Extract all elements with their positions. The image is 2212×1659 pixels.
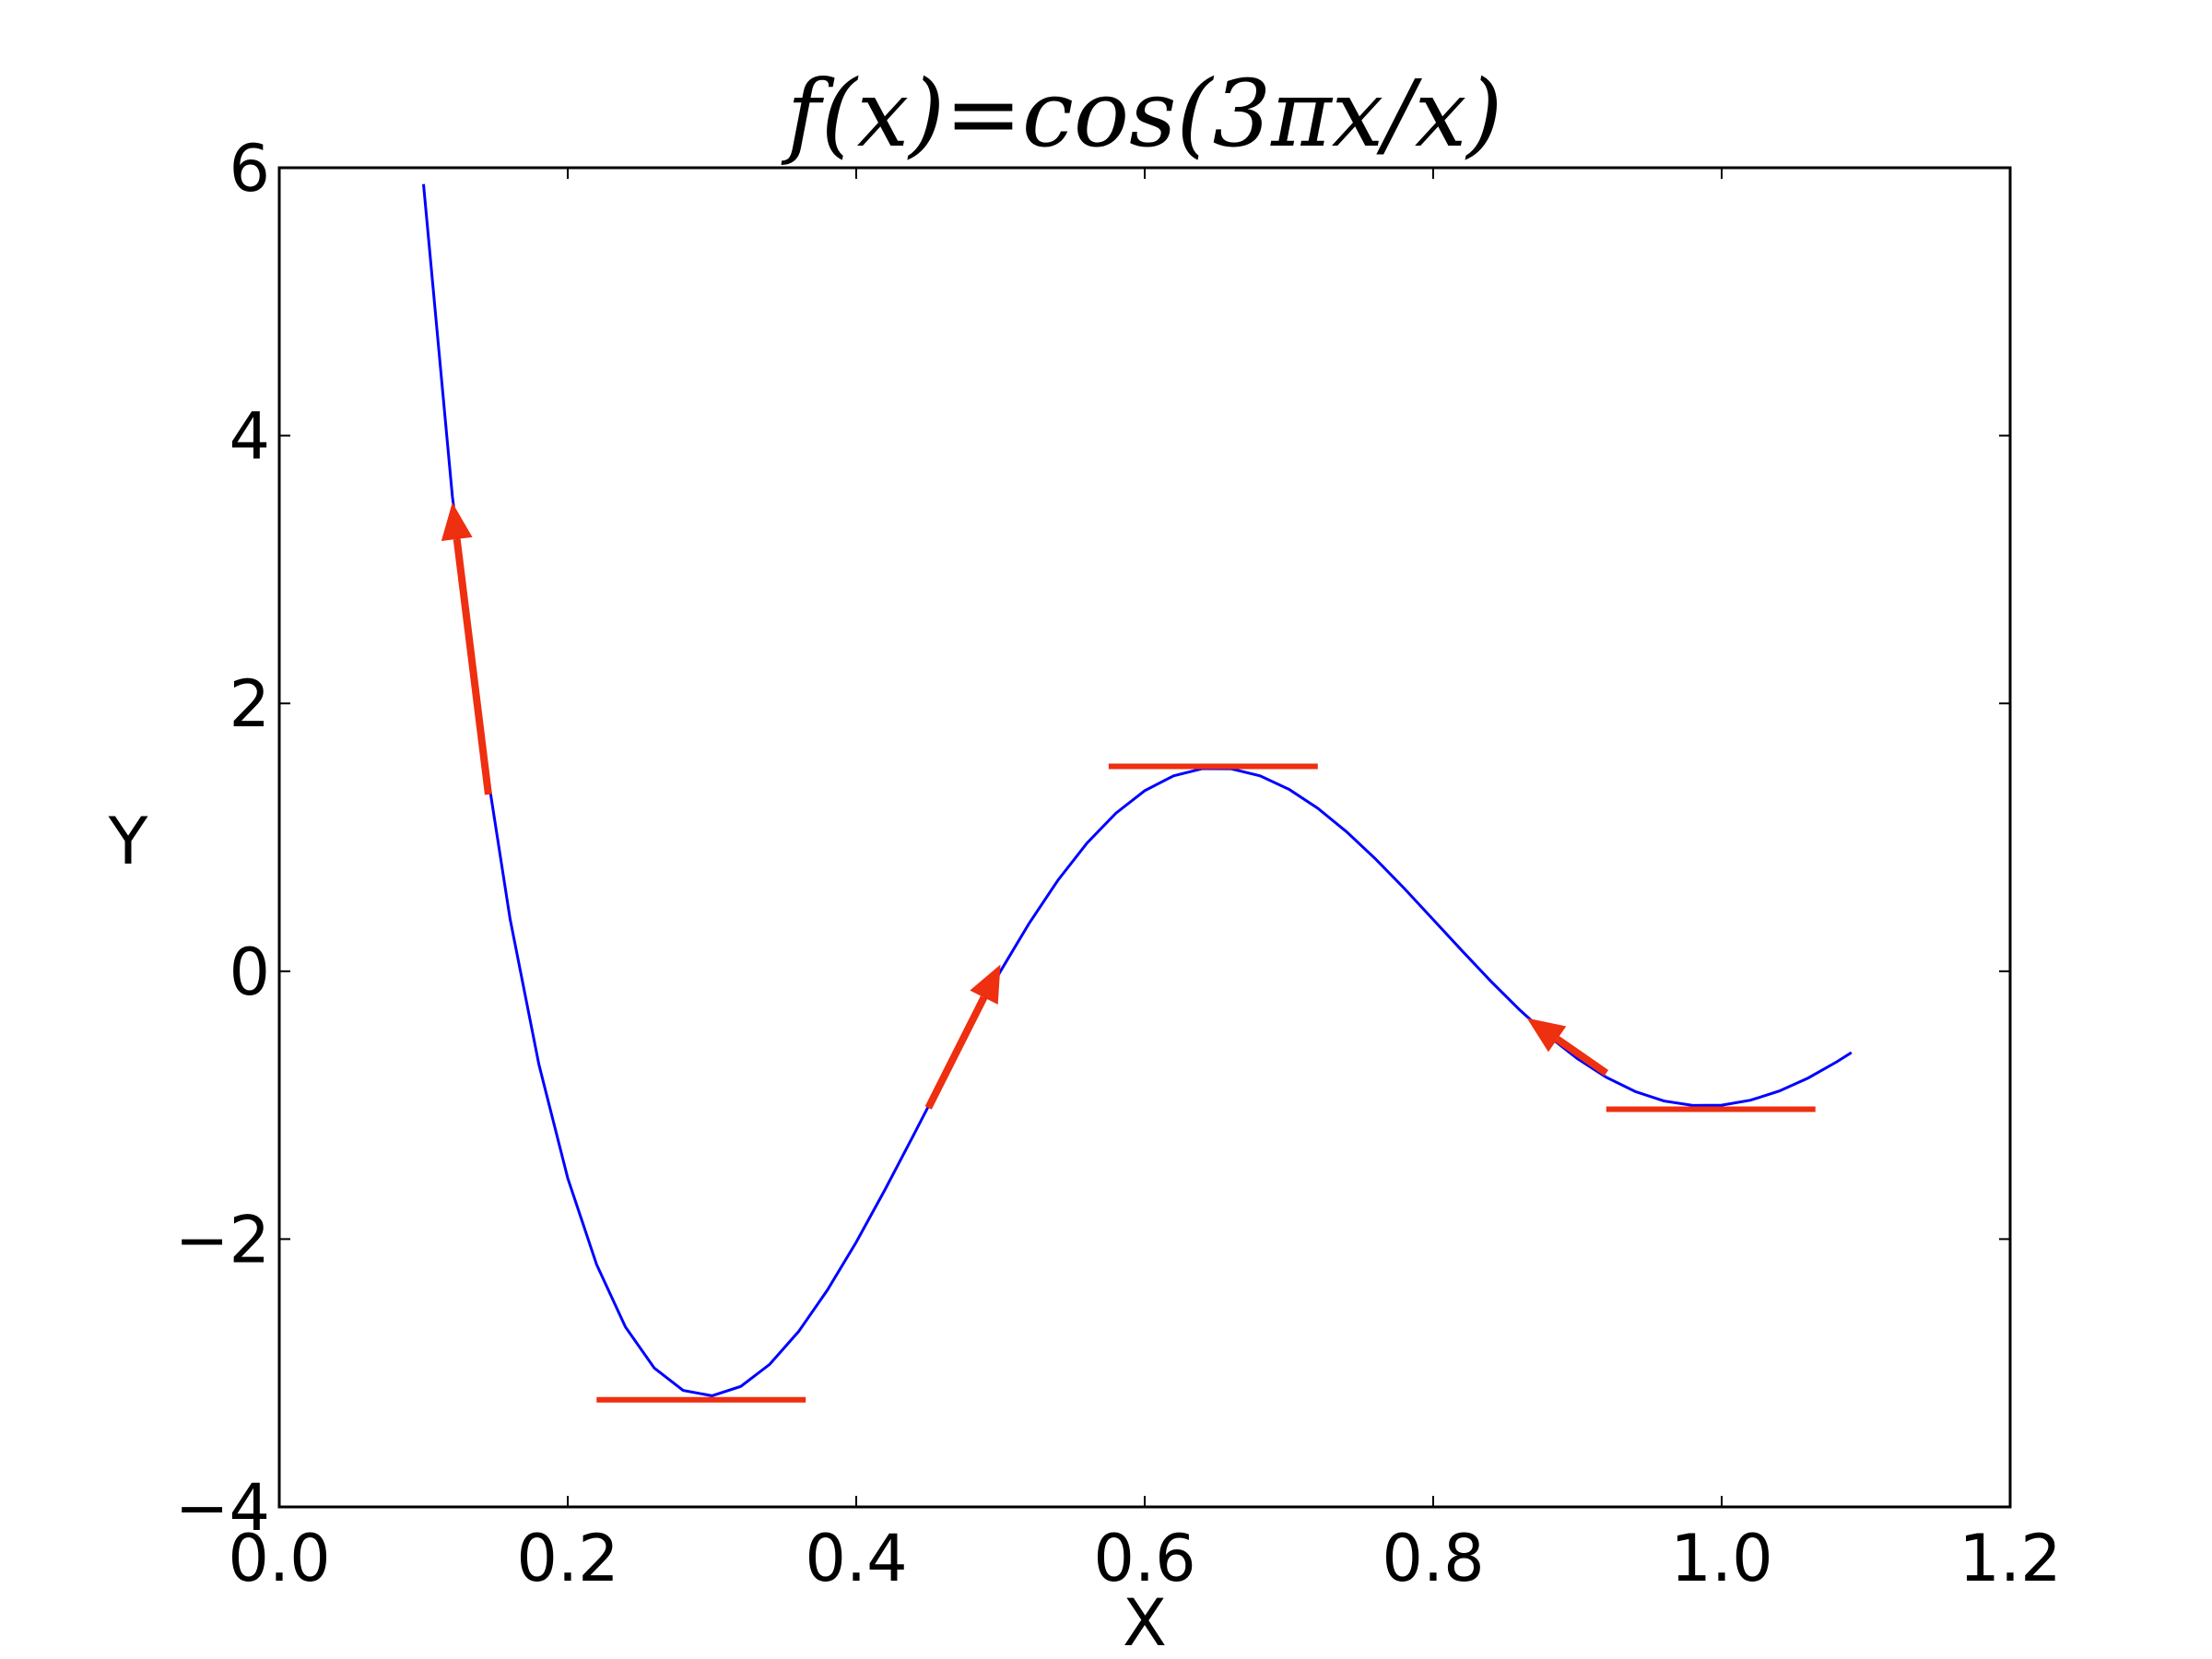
y-tick-label: 6: [229, 131, 270, 206]
chart-title: f(x)=cos(3πx/x): [781, 60, 1503, 168]
x-tick-label: 1.2: [1959, 1521, 2061, 1596]
y-tick-label: −2: [175, 1202, 270, 1277]
y-tick-label: 2: [229, 666, 270, 742]
x-tick-label: 0.8: [1382, 1521, 1484, 1596]
y-tick-label: 0: [229, 935, 270, 1010]
arrow-shaft: [924, 995, 988, 1110]
arrow-shaft: [453, 538, 492, 795]
arrow-shaft: [1555, 1036, 1609, 1077]
x-tick-label: 0.4: [805, 1521, 907, 1596]
x-tick-label: 0.6: [1093, 1521, 1195, 1596]
line-series: [422, 183, 1853, 1397]
arrow-head: [970, 964, 1001, 1005]
arrow-head: [1526, 1018, 1567, 1053]
arrow-head: [441, 502, 473, 542]
x-tick-label: 1.0: [1670, 1521, 1772, 1596]
y-axis-label: Y: [108, 804, 148, 879]
plot-frame: [277, 166, 2012, 1509]
x-tick-label: 0.2: [516, 1521, 618, 1596]
y-tick-label: −4: [175, 1470, 270, 1546]
y-tick-label: 4: [229, 399, 270, 475]
x-axis-label: X: [1123, 1585, 1167, 1659]
x-tick-label: 0.0: [228, 1521, 330, 1596]
